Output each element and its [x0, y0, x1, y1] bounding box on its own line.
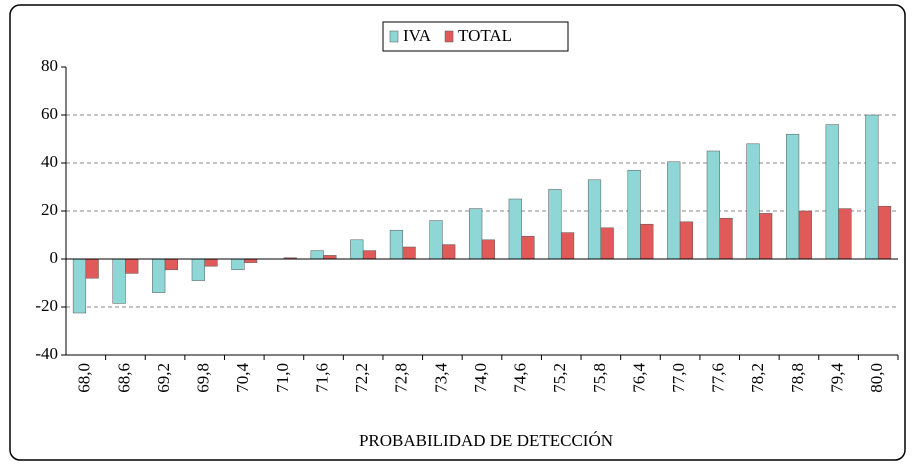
bar [627, 169, 641, 260]
bar [323, 255, 337, 260]
bar [798, 210, 812, 260]
bar [72, 258, 87, 314]
bar [402, 246, 416, 260]
bar [469, 208, 483, 260]
bar [389, 229, 404, 260]
x-tick-label: 69,8 [194, 363, 213, 393]
y-tick-label: 20 [41, 200, 58, 219]
y-tick-label: 40 [41, 152, 58, 171]
x-axis-title: PROBABILIDAD DE DETECCIÓN [359, 431, 613, 450]
x-tick-label: 72,2 [352, 363, 371, 393]
bar [679, 221, 694, 260]
bar [164, 258, 178, 271]
legend-box [382, 21, 569, 52]
x-tick-label: 77,0 [669, 363, 688, 393]
x-tick-label: 74,0 [471, 363, 490, 393]
bar [825, 124, 839, 260]
bar [706, 150, 720, 260]
y-tick-label: 60 [41, 104, 58, 123]
x-tick-label: 77,6 [709, 363, 728, 393]
x-tick-label: 75,8 [590, 363, 609, 393]
bar [759, 213, 773, 260]
bar [667, 161, 681, 260]
x-tick-label: 69,2 [154, 363, 173, 393]
bar [442, 244, 456, 260]
bar [85, 258, 99, 279]
bar [838, 208, 852, 260]
bar [786, 133, 800, 260]
bar [865, 114, 879, 260]
x-tick-label: 71,0 [273, 363, 292, 393]
bar [231, 258, 245, 271]
x-tick-label: 79,4 [827, 363, 846, 393]
x-tick-label: 68,0 [75, 363, 94, 393]
x-tick-label: 73,4 [431, 363, 450, 393]
bar [429, 220, 443, 260]
bar [508, 198, 522, 260]
legend-label: TOTAL [458, 26, 512, 45]
x-tick-label: 72,8 [392, 363, 411, 393]
bar [152, 258, 166, 293]
legend-label: IVA [403, 26, 432, 45]
bar [481, 239, 495, 260]
x-tick-label: 70,4 [233, 363, 252, 393]
y-tick-label: -40 [35, 344, 58, 363]
x-tick-label: 71,6 [312, 363, 331, 393]
x-tick-label: 68,6 [114, 363, 133, 393]
bar [350, 239, 364, 260]
bar [560, 232, 575, 260]
y-tick-label: 80 [41, 56, 58, 75]
x-tick-label: 80,0 [867, 363, 886, 393]
x-tick-label: 74,6 [511, 363, 530, 393]
x-tick-label: 76,4 [629, 363, 648, 393]
bar [587, 179, 602, 260]
y-tick-label: -20 [35, 296, 58, 315]
bar [746, 143, 760, 260]
bar [191, 258, 205, 281]
bar [719, 217, 733, 260]
bar [521, 235, 535, 260]
bar [640, 223, 654, 260]
bar [125, 258, 139, 274]
bar [548, 189, 562, 260]
legend-swatch [444, 30, 454, 43]
bar [310, 250, 324, 260]
legend-swatch [389, 30, 399, 43]
bar [204, 258, 218, 267]
bar [244, 258, 258, 263]
bar [600, 227, 614, 260]
bar [112, 258, 126, 304]
x-tick-label: 78,2 [748, 363, 767, 393]
bar [877, 205, 892, 260]
x-tick-label: 78,8 [788, 363, 807, 393]
x-tick-label: 75,2 [550, 363, 569, 393]
chart-frame [9, 4, 906, 461]
bar [362, 250, 377, 260]
y-tick-label: 0 [50, 248, 59, 267]
